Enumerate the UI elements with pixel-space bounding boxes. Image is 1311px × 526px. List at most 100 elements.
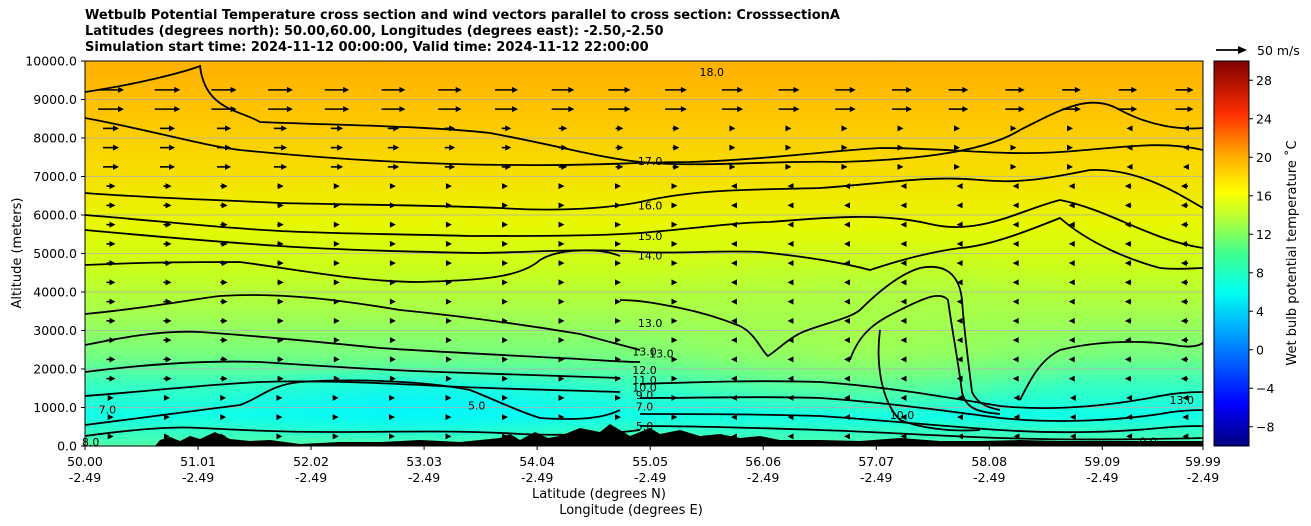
wind-vector xyxy=(900,183,907,190)
wind-vector xyxy=(494,106,519,113)
x-tick-label-lat: 53.03 xyxy=(406,454,442,469)
x-tick-label-lat: 50.00 xyxy=(67,454,103,469)
wind-vector xyxy=(333,279,340,286)
wind-vector xyxy=(107,394,114,401)
wind-vector xyxy=(615,260,621,267)
wind-vector xyxy=(1126,394,1133,401)
wind-vector xyxy=(665,106,687,113)
wind-vector xyxy=(844,240,850,247)
wind-vector xyxy=(333,240,340,247)
wind-vector xyxy=(731,183,737,190)
wind-vector xyxy=(787,202,794,209)
wind-vector xyxy=(1180,183,1189,190)
wind-vector xyxy=(220,337,228,344)
wind-vector xyxy=(445,356,452,363)
wind-vector xyxy=(389,221,396,228)
wind-vector xyxy=(558,221,565,228)
wind-vector xyxy=(1012,240,1019,247)
colorbar-tick-label: 20 xyxy=(1256,150,1272,165)
wind-vector xyxy=(389,337,396,344)
wind-vector xyxy=(778,86,800,93)
wind-vector xyxy=(615,337,621,344)
wind-vector xyxy=(1010,125,1017,132)
wind-vector xyxy=(211,86,237,93)
wind-vector xyxy=(558,317,565,324)
wind-vector xyxy=(381,106,406,113)
wind-vector xyxy=(163,240,172,247)
wind-vector xyxy=(277,240,284,247)
quiver-key-label: 50 m/s xyxy=(1257,43,1300,58)
wind-vector xyxy=(1068,356,1075,363)
contour-label: 7.0 xyxy=(99,403,117,416)
y-tick-label: 4000.0 xyxy=(33,285,77,300)
wind-vector xyxy=(841,144,848,151)
wind-vector xyxy=(106,337,116,344)
wind-vector xyxy=(333,356,340,363)
wind-vector xyxy=(163,394,170,401)
wind-vector xyxy=(844,317,850,324)
wind-vector xyxy=(731,221,737,228)
contour-label: 13.0 xyxy=(649,348,674,361)
wind-vector xyxy=(954,144,960,151)
wind-vector xyxy=(163,279,172,286)
wind-vector xyxy=(1068,240,1075,247)
x-tick-label-lat: 56.06 xyxy=(745,454,781,469)
y-tick-label: 2000.0 xyxy=(33,362,77,377)
wind-vector xyxy=(501,144,512,151)
wind-vector xyxy=(106,221,116,228)
wind-vector xyxy=(1124,202,1132,209)
wind-vectors xyxy=(98,86,1194,440)
wind-vector xyxy=(333,202,340,209)
wind-vector xyxy=(1124,356,1132,363)
wind-vector xyxy=(1010,163,1017,170)
wind-vector xyxy=(1124,337,1132,344)
wind-vector xyxy=(558,414,565,421)
wind-vector xyxy=(785,163,792,170)
wind-vector xyxy=(445,240,452,247)
wind-vector xyxy=(330,125,344,132)
title-line-1: Wetbulb Potential Temperature cross sect… xyxy=(85,8,840,23)
y-tick-label: 3000.0 xyxy=(33,323,77,338)
colorbar-tick-label: 24 xyxy=(1256,111,1272,126)
colorbar-ticks: −8 −4 0 4 8 12 16 20 24 28 xyxy=(1249,73,1274,434)
wind-vector xyxy=(956,202,963,209)
x-axis: 50.00-2.4951.01-2.4952.02-2.4953.03-2.49… xyxy=(67,446,1221,485)
wind-vector xyxy=(1182,414,1189,421)
wind-vector xyxy=(672,125,680,132)
contour-label: 10.0 xyxy=(890,409,915,422)
wind-vector xyxy=(1068,375,1075,382)
colorbar-tick-label: 4 xyxy=(1256,304,1264,319)
wind-vector xyxy=(220,394,227,401)
wind-vector xyxy=(276,433,283,440)
wind-vector xyxy=(844,260,850,267)
wind-vector xyxy=(502,240,509,247)
wind-vector xyxy=(1067,125,1073,132)
x-tick-label-lon: -2.49 xyxy=(69,470,101,485)
wind-vector xyxy=(900,279,907,286)
wind-vector xyxy=(220,183,228,190)
wind-vector xyxy=(98,106,124,113)
x-tick-label-lat: 55.05 xyxy=(632,454,668,469)
wind-vector xyxy=(387,144,400,151)
wind-vector xyxy=(787,414,794,421)
wind-vector xyxy=(1126,414,1133,421)
wind-vector xyxy=(389,375,396,382)
wind-vector xyxy=(844,414,850,421)
x-tick-label-lat: 58.08 xyxy=(971,454,1007,469)
colorbar-tick-label: 0 xyxy=(1256,342,1264,357)
wind-vector xyxy=(324,106,350,113)
wind-vector xyxy=(672,144,680,151)
wind-vector xyxy=(220,260,228,267)
wind-vector xyxy=(389,183,396,190)
wind-vector xyxy=(106,260,116,267)
wind-vector xyxy=(897,144,904,151)
wind-vector xyxy=(956,183,963,190)
wind-vector xyxy=(731,375,737,382)
wind-vector xyxy=(220,433,227,440)
wind-vector xyxy=(502,298,509,305)
wind-vector xyxy=(900,356,907,363)
wind-vector xyxy=(333,317,340,324)
wind-vector xyxy=(106,183,116,190)
wind-vector xyxy=(1180,260,1189,267)
contour-label: 9.0 xyxy=(1139,435,1157,448)
